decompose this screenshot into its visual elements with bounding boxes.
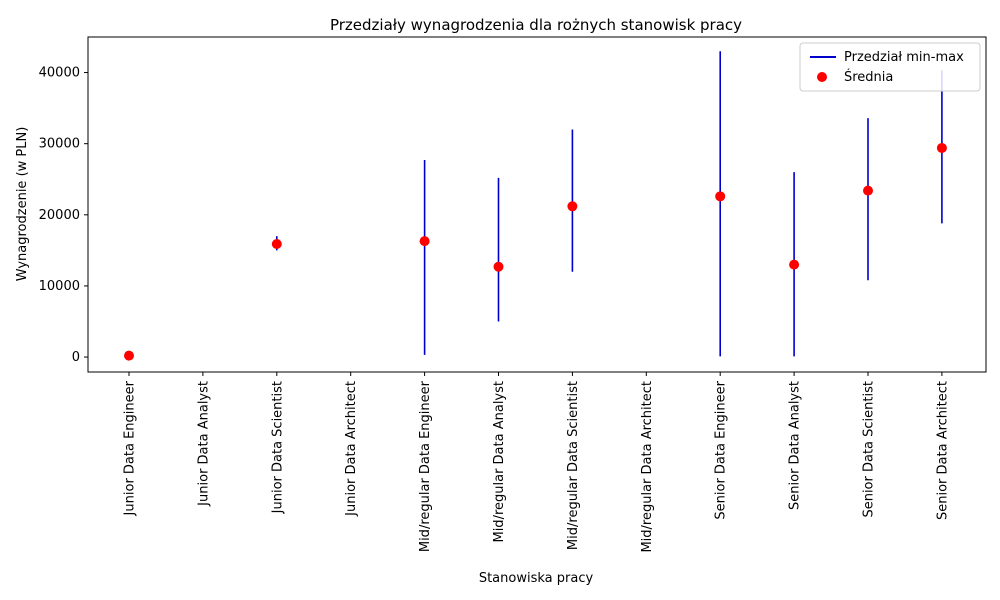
y-tick-label: 0 <box>72 350 80 365</box>
legend-mean-label: Średnia <box>844 69 893 85</box>
x-axis-label: Stanowiska pracy <box>479 571 594 586</box>
mean-point <box>493 261 504 272</box>
x-tick-label: Junior Data Architect <box>344 381 359 517</box>
x-tick-label: Senior Data Scientist <box>862 381 877 518</box>
x-tick-label: Junior Data Scientist <box>270 381 285 514</box>
mean-point <box>936 142 947 153</box>
mean-point <box>124 350 134 361</box>
mean-point <box>863 185 873 196</box>
x-tick-label: Senior Data Engineer <box>714 380 729 519</box>
chart-title: Przedziały wynagrodzenia dla rożnych sta… <box>330 16 742 34</box>
mean-point <box>271 238 282 249</box>
mean-point <box>789 259 800 270</box>
x-axis: Junior Data Engineer Junior Data Analyst J… <box>123 372 950 553</box>
legend-range-label: Przedział min-max <box>844 50 964 65</box>
y-tick-label: 40000 <box>39 66 80 81</box>
x-tick-label: Mid/regular Data Scientist <box>566 381 581 550</box>
x-tick-label: Junior Data Analyst <box>196 381 211 507</box>
mean-points <box>124 142 947 361</box>
plot-area <box>87 36 987 373</box>
mean-point <box>567 201 578 212</box>
y-tick-label: 20000 <box>39 208 80 223</box>
x-tick-label: Junior Data Engineer <box>123 380 138 516</box>
y-tick-label: 30000 <box>39 137 80 152</box>
y-axis: 0 10000 20000 30000 40000 <box>39 66 88 365</box>
x-tick-label: Mid/regular Data Analyst <box>492 381 507 543</box>
y-axis-label: Wynagrodzenie (w PLN) <box>15 127 30 282</box>
x-tick-label: Senior Data Architect <box>935 381 950 520</box>
legend: Przedział min-max Średnia <box>799 42 981 92</box>
x-tick-label: Senior Data Analyst <box>788 381 803 510</box>
y-tick-label: 10000 <box>39 279 80 294</box>
range-lines <box>275 51 943 357</box>
mean-point <box>419 236 430 247</box>
mean-point <box>715 191 726 202</box>
legend-box <box>799 42 981 92</box>
x-tick-label: Mid/regular Data Architect <box>640 381 655 553</box>
x-tick-label: Mid/regular Data Engineer <box>418 380 433 552</box>
legend-mean-swatch <box>817 72 827 82</box>
